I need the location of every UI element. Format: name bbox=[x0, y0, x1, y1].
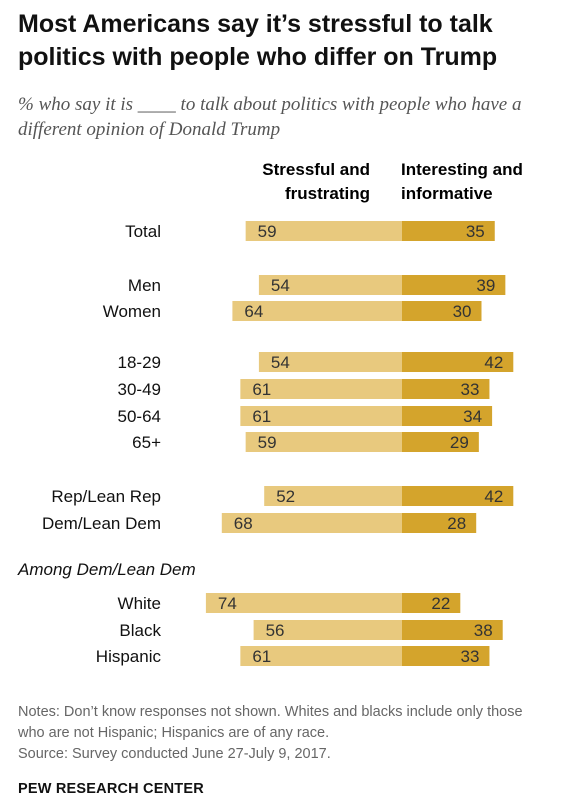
row-label-total: Total bbox=[125, 222, 161, 241]
legend-stressful: Stressful and frustrating bbox=[262, 160, 370, 203]
bar-stressful-women bbox=[232, 301, 402, 321]
value-interesting-rep-lean-rep: 42 bbox=[484, 487, 503, 506]
bar-stressful-white bbox=[205, 593, 402, 613]
value-stressful-dem-lean-dem: 68 bbox=[234, 514, 253, 533]
bar-stressful-18-29 bbox=[258, 352, 402, 372]
value-interesting-women: 30 bbox=[453, 302, 472, 321]
value-interesting-50-64: 34 bbox=[463, 407, 482, 426]
section-label-dem: Among Dem/Lean Dem bbox=[18, 560, 196, 579]
row-label-50-64: 50-64 bbox=[118, 407, 161, 426]
value-interesting-65: 29 bbox=[450, 433, 469, 452]
bar-stressful-hispanic bbox=[240, 646, 402, 666]
row-label-hispanic: Hispanic bbox=[96, 647, 162, 666]
bar-stressful-men bbox=[258, 275, 402, 295]
row-label-rep-lean-rep: Rep/Lean Rep bbox=[51, 487, 161, 506]
chart-title: Most Americans say it’s stressful to tal… bbox=[18, 10, 498, 71]
chart-subtitle: % who say it is ____ to talk about polit… bbox=[18, 94, 522, 140]
value-stressful-rep-lean-rep: 52 bbox=[276, 487, 295, 506]
bar-interesting-black bbox=[402, 620, 503, 640]
value-stressful-18-29: 54 bbox=[271, 353, 290, 372]
bar-interesting-hispanic bbox=[402, 646, 490, 666]
bar-interesting-white bbox=[402, 593, 461, 613]
value-stressful-30-49: 61 bbox=[252, 380, 271, 399]
value-interesting-hispanic: 33 bbox=[461, 647, 480, 666]
value-stressful-hispanic: 61 bbox=[252, 647, 271, 666]
bar-interesting-rep-lean-rep bbox=[402, 486, 514, 506]
value-stressful-50-64: 61 bbox=[252, 407, 271, 426]
bar-interesting-65 bbox=[402, 432, 479, 452]
value-stressful-black: 56 bbox=[266, 621, 285, 640]
chart-notes: Notes: Don’t know responses not shown. W… bbox=[18, 704, 523, 741]
bar-stressful-dem-lean-dem bbox=[221, 513, 402, 533]
row-label-18-29: 18-29 bbox=[118, 353, 161, 372]
bar-interesting-18-29 bbox=[402, 352, 514, 372]
diverging-bar-chart: Total 59 35 Men 54 39 Women 64 30 18-29 54 42 30-49 6… bbox=[42, 221, 514, 666]
bar-stressful-30-49 bbox=[240, 379, 402, 399]
value-interesting-dem-lean-dem: 28 bbox=[447, 514, 466, 533]
bar-interesting-dem-lean-dem bbox=[402, 513, 477, 533]
bar-interesting-total bbox=[402, 221, 495, 241]
bar-stressful-65 bbox=[245, 432, 402, 452]
value-interesting-men: 39 bbox=[476, 276, 495, 295]
bar-interesting-women bbox=[402, 301, 482, 321]
row-label-white: White bbox=[118, 594, 161, 613]
value-stressful-white: 74 bbox=[218, 594, 237, 613]
value-stressful-women: 64 bbox=[244, 302, 263, 321]
row-label-women: Women bbox=[103, 302, 161, 321]
value-stressful-men: 54 bbox=[271, 276, 290, 295]
value-stressful-65: 59 bbox=[258, 433, 277, 452]
bar-interesting-50-64 bbox=[402, 406, 493, 426]
value-interesting-18-29: 42 bbox=[484, 353, 503, 372]
bar-stressful-rep-lean-rep bbox=[264, 486, 402, 506]
row-label-dem-lean-dem: Dem/Lean Dem bbox=[42, 514, 161, 533]
row-label-black: Black bbox=[119, 621, 161, 640]
bar-stressful-total bbox=[245, 221, 402, 241]
row-label-30-49: 30-49 bbox=[118, 380, 161, 399]
bar-interesting-men bbox=[402, 275, 506, 295]
value-interesting-30-49: 33 bbox=[461, 380, 480, 399]
bar-stressful-50-64 bbox=[240, 406, 402, 426]
row-label-men: Men bbox=[128, 276, 161, 295]
legend-interesting: Interesting and informative bbox=[401, 160, 523, 203]
value-interesting-total: 35 bbox=[466, 222, 485, 241]
value-interesting-black: 38 bbox=[474, 621, 493, 640]
row-label-65: 65+ bbox=[132, 433, 161, 452]
chart-source: Source: Survey conducted June 27-July 9,… bbox=[18, 746, 331, 762]
bar-interesting-30-49 bbox=[402, 379, 490, 399]
brand-label: PEW RESEARCH CENTER bbox=[18, 781, 204, 797]
bar-stressful-black bbox=[253, 620, 402, 640]
value-interesting-white: 22 bbox=[431, 594, 450, 613]
value-stressful-total: 59 bbox=[258, 222, 277, 241]
